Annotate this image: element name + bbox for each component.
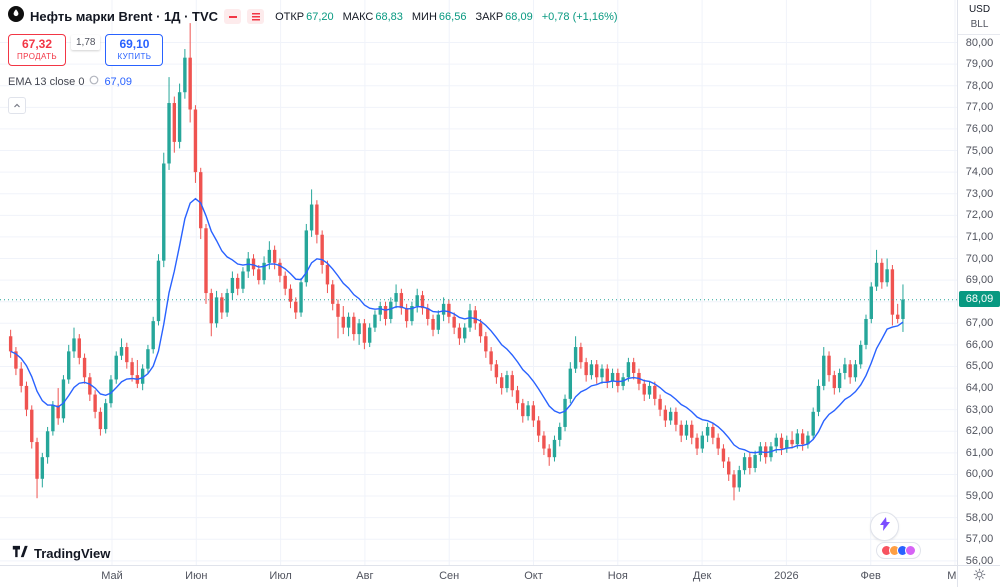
price-tick-label: 70,00 xyxy=(965,252,994,265)
price-tick-label: 71,00 xyxy=(965,230,994,243)
time-axis-label: Ноя xyxy=(607,570,628,582)
chart-plot-area[interactable]: TradingView xyxy=(0,0,957,565)
price-tick-label: 69,00 xyxy=(965,274,994,287)
price-tick-label: 56,00 xyxy=(965,554,994,567)
axis-currency: USD xyxy=(968,4,991,15)
price-tick-label: 60,00 xyxy=(965,468,994,481)
chart-legend: Нефть марки Brent · 1Д · TVC ОТКР 67,20 М… xyxy=(8,6,618,114)
price-tick-label: 79,00 xyxy=(965,58,994,71)
price-tick-label: 73,00 xyxy=(965,187,994,200)
indicator-info-icon[interactable] xyxy=(89,75,99,88)
time-axis-label: Май xyxy=(101,570,123,582)
time-axis-label: Сен xyxy=(439,570,460,582)
price-tick-label: 61,00 xyxy=(965,446,994,459)
time-axis[interactable]: Май Июн Июл Авг Сен Окт Ноя Дек 2026 Фев Ма xyxy=(0,565,957,587)
ema-line[interactable] xyxy=(10,197,904,454)
axis-settings-button[interactable] xyxy=(957,565,1000,587)
sell-label: ПРОДАТЬ xyxy=(16,52,58,61)
price-tick-label: 74,00 xyxy=(965,166,994,179)
time-axis-label: Ма xyxy=(947,570,957,582)
legend-collapse-button[interactable] xyxy=(8,97,26,114)
legend-minus-icon[interactable] xyxy=(224,9,242,24)
axis-currency-toggle[interactable]: USD BLL xyxy=(958,0,1000,35)
low-value: 66,56 xyxy=(438,10,467,23)
price-tick-label: 76,00 xyxy=(965,122,994,135)
buy-button[interactable]: 69,10 КУПИТЬ xyxy=(105,34,164,66)
open-label: ОТКР xyxy=(275,10,305,23)
gear-icon xyxy=(973,568,986,586)
time-axis-label: Июл xyxy=(269,570,292,582)
high-label: МАКС xyxy=(342,10,374,23)
close-value: 68,09 xyxy=(505,10,533,23)
price-tick-label: 77,00 xyxy=(965,101,994,114)
indicator-value: 67,09 xyxy=(104,75,132,88)
tradingview-logo-text: TradingView xyxy=(34,545,111,561)
legend-lines-icon[interactable] xyxy=(247,9,265,24)
time-axis-label: Окт xyxy=(524,570,543,582)
price-tick-label: 59,00 xyxy=(965,490,994,503)
time-axis-label: 2026 xyxy=(774,570,799,582)
time-axis-label: Фев xyxy=(860,570,881,582)
price-tick-label: 72,00 xyxy=(965,209,994,222)
close-label: ЗАКР xyxy=(475,10,504,23)
price-tick-label: 64,00 xyxy=(965,382,994,395)
price-tick-label: 67,00 xyxy=(965,317,994,330)
symbol-title[interactable]: Нефть марки Brent · 1Д · TVC xyxy=(30,9,219,24)
buy-label: КУПИТЬ xyxy=(117,52,152,61)
buy-price: 69,10 xyxy=(119,37,150,51)
price-tick-label: 80,00 xyxy=(965,36,994,49)
time-axis-label: Июн xyxy=(185,570,208,582)
change-value: +0,78 (+1,16%) xyxy=(541,10,618,23)
spread-value: 1,78 xyxy=(71,35,101,50)
chevron-up-icon xyxy=(13,97,21,115)
price-tick-label: 66,00 xyxy=(965,338,994,351)
price-tick-label: 62,00 xyxy=(965,425,994,438)
price-tick-labels: 80,00 79,00 78,00 77,00 76,00 75,00 74,00 73,00… xyxy=(958,0,1000,567)
price-tick-label: 78,00 xyxy=(965,79,994,92)
sell-button[interactable]: 67,32 ПРОДАТЬ xyxy=(8,34,66,66)
high-value: 68,83 xyxy=(375,10,403,23)
lightning-icon xyxy=(879,517,891,536)
tradingview-logo-icon xyxy=(12,545,28,561)
price-chart[interactable] xyxy=(0,0,957,565)
price-tick-label: 58,00 xyxy=(965,511,994,524)
time-axis-label: Авг xyxy=(356,570,374,582)
time-axis-label: Дек xyxy=(692,570,712,582)
ohlc-readout: ОТКР 67,20 МАКС 68,83 МИН 66,56 ЗАКР 68,09 +… xyxy=(275,11,617,23)
lightning-reactions-button[interactable] xyxy=(870,512,899,541)
open-value: 67,20 xyxy=(306,10,334,23)
candles xyxy=(8,23,905,501)
low-label: МИН xyxy=(411,10,437,23)
price-tick-label: 75,00 xyxy=(965,144,994,157)
last-price-badge: 68,09 xyxy=(959,290,1000,307)
sell-price: 67,32 xyxy=(21,37,53,51)
indicator-name: EMA 13 close 0 xyxy=(8,75,85,88)
indicator-legend[interactable]: EMA 13 close 0 67,09 xyxy=(8,75,618,88)
axis-unit: BLL xyxy=(970,19,989,30)
tradingview-logo[interactable]: TradingView xyxy=(12,545,110,561)
reaction-dot[interactable] xyxy=(905,545,916,556)
price-tick-label: 63,00 xyxy=(965,403,994,416)
price-tick-label: 65,00 xyxy=(965,360,994,373)
reactions-pill[interactable] xyxy=(876,542,921,559)
trade-panel: 67,32 ПРОДАТЬ 1,78 69,10 КУПИТЬ xyxy=(8,34,618,66)
price-axis[interactable]: USD BLL 80,00 79,00 78,00 77,00 76,00 75,00 74… xyxy=(957,0,1000,567)
symbol-logo-icon xyxy=(8,6,24,27)
price-tick-label: 57,00 xyxy=(965,533,994,546)
